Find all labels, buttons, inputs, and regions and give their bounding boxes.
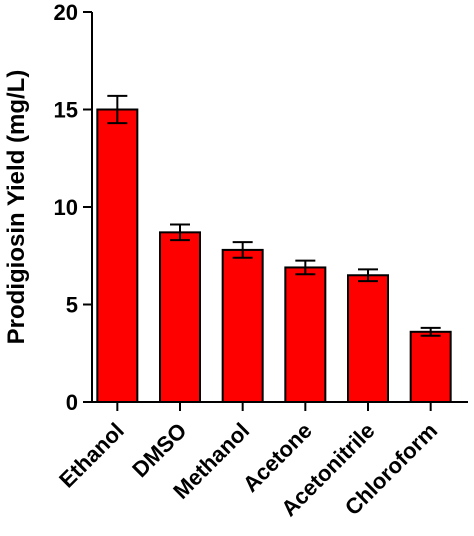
- y-axis-title: Prodigiosin Yield (mg/L): [3, 70, 30, 345]
- bar-ethanol: [96, 108, 139, 403]
- y-tick-label-5: 5: [66, 293, 78, 318]
- y-tick-label-0: 0: [66, 390, 78, 415]
- error-bar-chloroform: [420, 326, 441, 337]
- x-labels-layer: EthanolDMSOMethanolAcetoneAcetonitrileCh…: [54, 418, 442, 521]
- bar-dmso: [159, 231, 201, 403]
- error-bar-ethanol: [107, 94, 128, 125]
- y-tick-label-10: 10: [54, 195, 78, 220]
- bar-methanol: [221, 248, 264, 403]
- bar-chloroform: [409, 330, 452, 403]
- error-bar-acetone: [295, 259, 316, 276]
- x-tick-label-ethanol: Ethanol: [54, 418, 129, 493]
- error-bar-acetonitrile: [358, 268, 378, 283]
- error-bar-methanol: [232, 241, 253, 259]
- y-tick-label-20: 20: [54, 0, 78, 25]
- y-tick-label-15: 15: [54, 98, 78, 123]
- y-ticks-layer: 0 5 10 15 20: [54, 0, 92, 415]
- error-bars-layer: [107, 94, 441, 337]
- bar-acetonitrile: [347, 274, 389, 403]
- bars-layer: [96, 108, 452, 404]
- bar-acetone: [284, 266, 327, 404]
- error-bar-dmso: [170, 223, 190, 242]
